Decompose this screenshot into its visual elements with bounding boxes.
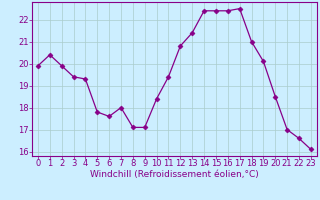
X-axis label: Windchill (Refroidissement éolien,°C): Windchill (Refroidissement éolien,°C) xyxy=(90,170,259,179)
